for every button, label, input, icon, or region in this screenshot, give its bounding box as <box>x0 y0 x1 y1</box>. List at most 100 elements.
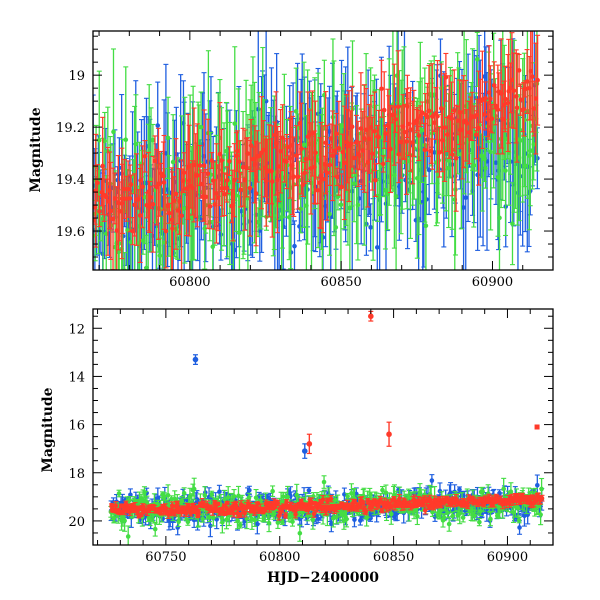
data-point <box>369 116 375 191</box>
data-point <box>237 521 243 529</box>
data-point <box>238 171 244 208</box>
top-panel-datapoints <box>93 31 541 270</box>
data-point <box>209 490 215 498</box>
data-point <box>419 77 425 183</box>
data-point <box>109 502 115 508</box>
data-point <box>200 515 206 523</box>
data-point <box>231 509 237 518</box>
data-point <box>471 105 477 129</box>
data-point <box>487 511 493 527</box>
data-point <box>380 155 386 173</box>
data-point <box>491 61 497 110</box>
data-point <box>368 203 374 252</box>
data-point <box>521 81 527 137</box>
data-point <box>502 65 508 133</box>
data-point <box>327 143 333 186</box>
data-point <box>128 174 134 195</box>
data-point <box>226 146 232 177</box>
data-point <box>533 42 539 155</box>
data-point <box>158 162 164 185</box>
x-tick-label: 60800 <box>259 550 300 565</box>
data-point <box>282 512 288 519</box>
data-point <box>318 121 324 230</box>
data-point <box>474 31 480 88</box>
data-point <box>372 163 378 197</box>
data-point <box>529 494 535 500</box>
bottom-panel: 60750 60800 60850 60900 12 14 16 18 20 Magnitude… <box>40 308 554 586</box>
data-point <box>181 152 187 194</box>
data-point <box>224 500 230 506</box>
bottom-panel-axes: 60750 60800 60850 60900 12 14 16 18 20 <box>68 308 554 565</box>
data-point <box>341 105 347 221</box>
data-point <box>140 145 146 229</box>
data-point <box>426 64 432 157</box>
data-point <box>214 143 220 244</box>
data-point <box>284 499 290 506</box>
data-point <box>476 517 482 527</box>
data-point <box>215 501 221 507</box>
data-point <box>142 140 148 173</box>
data-point <box>376 109 382 165</box>
data-point <box>108 161 114 260</box>
data-point <box>181 487 187 500</box>
top-panel-ylabel: Magnitude <box>28 107 44 192</box>
data-point <box>487 65 493 133</box>
data-point <box>127 164 133 233</box>
data-point <box>234 130 240 172</box>
top-panel-axes: 60800 60850 60900 19 19.2 19.4 19.6 <box>56 30 554 290</box>
data-point <box>94 164 100 202</box>
data-point <box>381 71 387 149</box>
plot-frame <box>92 30 554 271</box>
data-point <box>284 134 290 190</box>
bottom-panel-xlabel: HJD−2400000 <box>267 570 379 586</box>
data-point <box>372 91 378 172</box>
data-point <box>506 38 512 144</box>
data-point <box>178 159 184 270</box>
data-point <box>339 173 345 201</box>
data-point <box>476 70 482 186</box>
plot-frame <box>92 308 554 546</box>
data-point <box>247 139 253 237</box>
data-point <box>116 189 122 270</box>
y-tick-label: 19.6 <box>56 225 85 240</box>
data-point <box>236 194 242 270</box>
data-point <box>195 508 201 516</box>
top-panel: 60800 60850 60900 19 19.2 19.4 19.6 Magnitude <box>28 30 554 290</box>
data-point <box>269 125 275 238</box>
data-point <box>351 511 357 528</box>
data-point <box>219 159 225 217</box>
bottom-panel-datapoints <box>108 310 545 545</box>
data-point <box>301 61 307 228</box>
data-point <box>328 495 334 503</box>
data-point <box>333 112 339 155</box>
data-point <box>297 524 303 542</box>
data-point <box>161 492 167 501</box>
data-point <box>253 140 259 247</box>
outlier-point <box>192 354 199 365</box>
data-point <box>446 516 452 532</box>
data-point <box>414 507 420 526</box>
data-point <box>305 91 311 183</box>
data-point <box>293 510 299 519</box>
y-tick-label: 20 <box>68 515 85 530</box>
x-tick-label: 60850 <box>373 550 414 565</box>
data-point <box>311 509 317 518</box>
data-point <box>173 138 179 250</box>
data-point <box>324 124 330 221</box>
data-point <box>460 512 466 523</box>
data-point <box>191 477 197 501</box>
outlier-point <box>534 424 540 430</box>
data-point <box>201 109 207 222</box>
bottom-panel-ylabel: Magnitude <box>40 387 56 472</box>
data-point <box>298 184 304 234</box>
data-point <box>387 104 393 194</box>
data-point <box>236 140 242 183</box>
data-point <box>442 73 448 182</box>
data-point <box>207 183 213 230</box>
data-point <box>382 125 388 143</box>
data-point <box>449 112 455 197</box>
data-point <box>285 138 291 157</box>
data-point <box>312 100 318 205</box>
data-point <box>278 109 284 194</box>
